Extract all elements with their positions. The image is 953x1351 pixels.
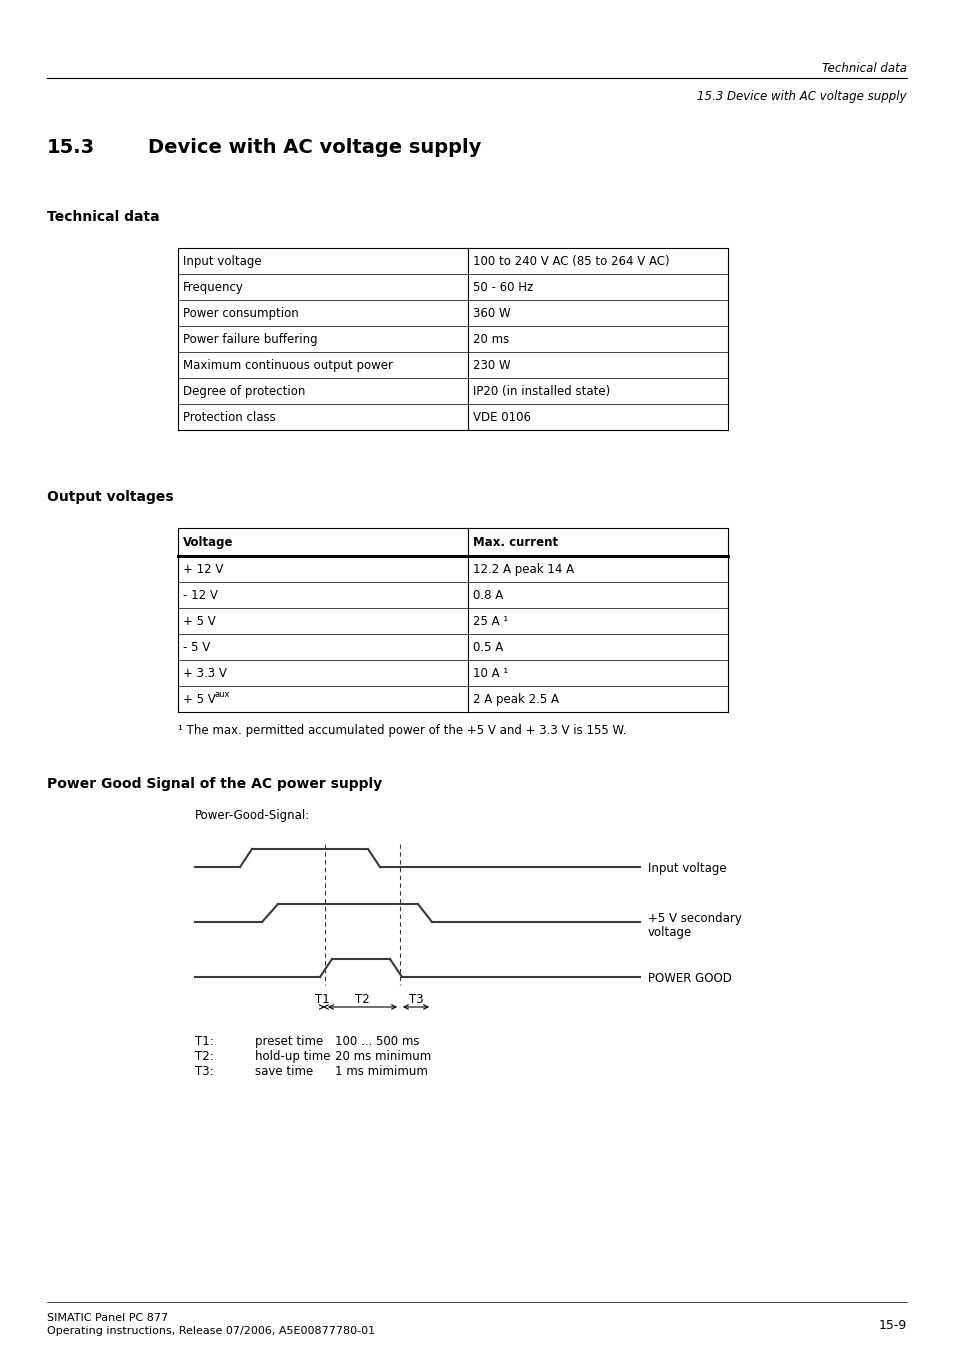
- Text: 100 ... 500 ms: 100 ... 500 ms: [335, 1035, 419, 1048]
- Text: Power Good Signal of the AC power supply: Power Good Signal of the AC power supply: [47, 777, 382, 790]
- Text: Power consumption: Power consumption: [183, 307, 298, 320]
- Text: 25 A ¹: 25 A ¹: [473, 615, 508, 628]
- Text: + 3.3 V: + 3.3 V: [183, 667, 227, 680]
- Text: T2:: T2:: [194, 1050, 213, 1063]
- Text: Maximum continuous output power: Maximum continuous output power: [183, 359, 393, 372]
- Text: + 5 V: + 5 V: [183, 615, 215, 628]
- Text: T1:: T1:: [194, 1035, 213, 1048]
- Text: T3:: T3:: [194, 1065, 213, 1078]
- Text: preset time: preset time: [254, 1035, 323, 1048]
- Text: 1 ms mimimum: 1 ms mimimum: [335, 1065, 428, 1078]
- Text: T3: T3: [408, 993, 423, 1006]
- Text: + 12 V: + 12 V: [183, 563, 223, 576]
- Text: IP20 (in installed state): IP20 (in installed state): [473, 385, 610, 399]
- Text: 12.2 A peak 14 A: 12.2 A peak 14 A: [473, 563, 574, 576]
- Text: hold-up time: hold-up time: [254, 1050, 330, 1063]
- Text: Technical data: Technical data: [47, 209, 159, 224]
- Text: 2 A peak 2.5 A: 2 A peak 2.5 A: [473, 693, 558, 707]
- Text: VDE 0106: VDE 0106: [473, 411, 531, 424]
- Text: 360 W: 360 W: [473, 307, 510, 320]
- Text: aux: aux: [214, 690, 231, 698]
- Text: Power failure buffering: Power failure buffering: [183, 332, 317, 346]
- Text: +5 V secondary: +5 V secondary: [647, 912, 741, 925]
- Text: 0.5 A: 0.5 A: [473, 640, 503, 654]
- Text: + 5 V: + 5 V: [183, 693, 215, 707]
- Text: Device with AC voltage supply: Device with AC voltage supply: [148, 138, 481, 157]
- Text: - 12 V: - 12 V: [183, 589, 217, 603]
- Text: Max. current: Max. current: [473, 536, 558, 549]
- Text: ¹ The max. permitted accumulated power of the +5 V and + 3.3 V is 155 W.: ¹ The max. permitted accumulated power o…: [178, 724, 626, 738]
- Text: 0.8 A: 0.8 A: [473, 589, 503, 603]
- Text: 20 ms: 20 ms: [473, 332, 509, 346]
- Text: - 5 V: - 5 V: [183, 640, 210, 654]
- Text: Input voltage: Input voltage: [647, 862, 726, 875]
- Text: Output voltages: Output voltages: [47, 490, 173, 504]
- Text: POWER GOOD: POWER GOOD: [647, 971, 731, 985]
- Text: save time: save time: [254, 1065, 313, 1078]
- Text: Operating instructions, Release 07/2006, A5E00877780-01: Operating instructions, Release 07/2006,…: [47, 1325, 375, 1336]
- Text: Power-Good-Signal:: Power-Good-Signal:: [194, 809, 310, 821]
- Text: Input voltage: Input voltage: [183, 255, 261, 267]
- Text: voltage: voltage: [647, 925, 692, 939]
- Text: T1: T1: [314, 993, 329, 1006]
- Text: 50 - 60 Hz: 50 - 60 Hz: [473, 281, 533, 295]
- Text: Frequency: Frequency: [183, 281, 244, 295]
- Text: Degree of protection: Degree of protection: [183, 385, 305, 399]
- Text: 230 W: 230 W: [473, 359, 510, 372]
- Text: 15.3: 15.3: [47, 138, 95, 157]
- Text: 15.3 Device with AC voltage supply: 15.3 Device with AC voltage supply: [697, 91, 906, 103]
- Text: SIMATIC Panel PC 877: SIMATIC Panel PC 877: [47, 1313, 168, 1323]
- Text: Protection class: Protection class: [183, 411, 275, 424]
- Text: 15-9: 15-9: [878, 1319, 906, 1332]
- Text: 20 ms minimum: 20 ms minimum: [335, 1050, 431, 1063]
- Text: T2: T2: [355, 993, 369, 1006]
- Text: 10 A ¹: 10 A ¹: [473, 667, 508, 680]
- Text: 100 to 240 V AC (85 to 264 V AC): 100 to 240 V AC (85 to 264 V AC): [473, 255, 669, 267]
- Text: Voltage: Voltage: [183, 536, 233, 549]
- Text: Technical data: Technical data: [821, 62, 906, 76]
